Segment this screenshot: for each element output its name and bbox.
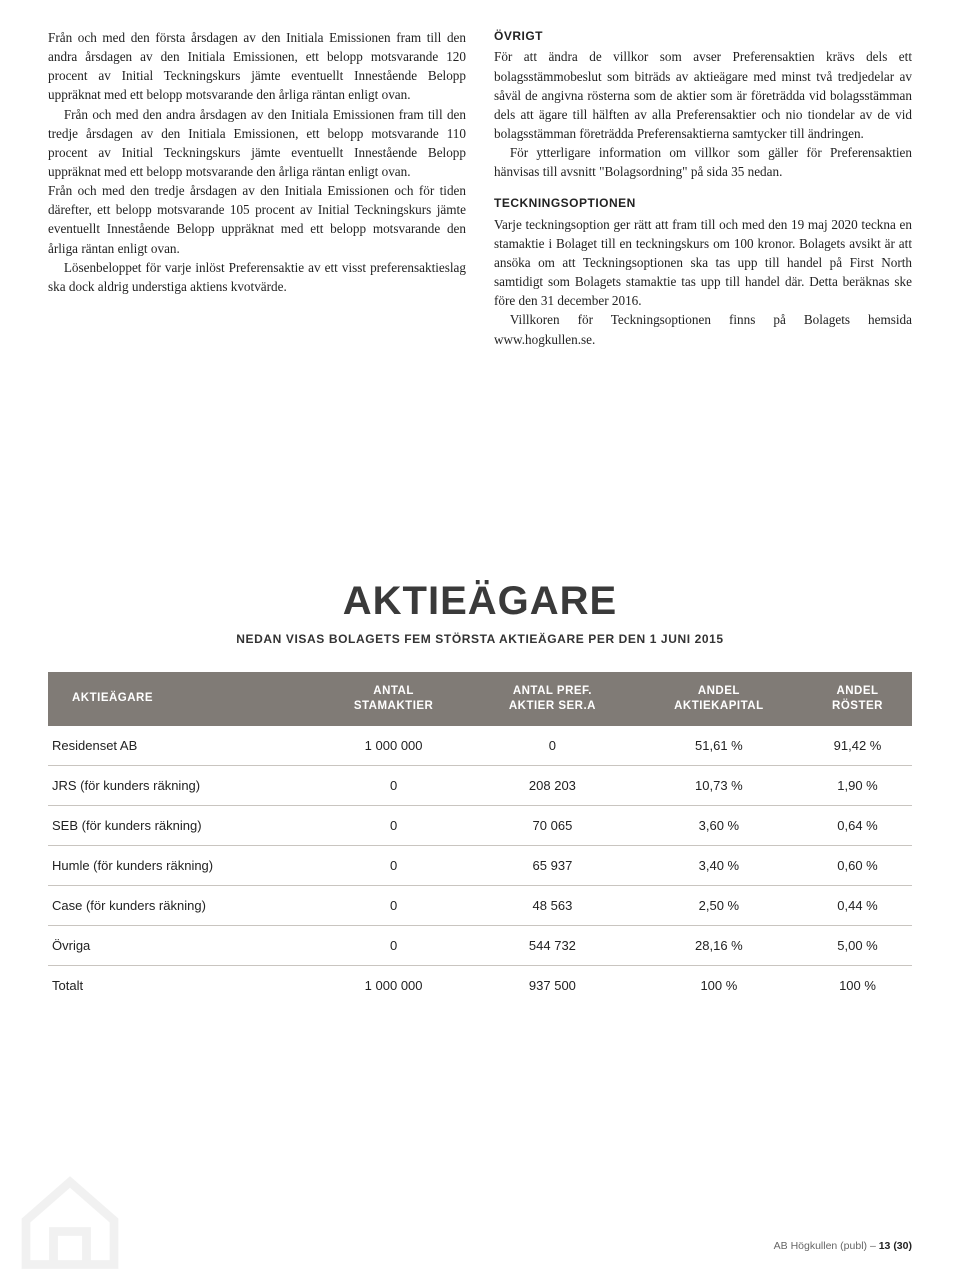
table-cell: SEB (för kunders räkning) — [48, 805, 317, 845]
table-cell: 91,42 % — [803, 726, 912, 766]
header-text: ANTAL PREF. — [513, 685, 592, 697]
table-cell: JRS (för kunders räkning) — [48, 765, 317, 805]
table-cell: 51,61 % — [635, 726, 803, 766]
two-column-body: Från och med den första årsdagen av den … — [48, 28, 912, 349]
col-header-pref: ANTAL PREF. AKTIER SER.A — [470, 672, 635, 726]
table-cell: 0,60 % — [803, 845, 912, 885]
body-paragraph: Varje teckningsoption ger rätt att fram … — [494, 215, 912, 311]
body-paragraph: Från och med den första årsdagen av den … — [48, 28, 466, 105]
house-icon — [0, 1160, 140, 1270]
table-cell: 0 — [317, 765, 470, 805]
section-heading-teckningsoptionen: TECKNINGSOPTIONEN — [494, 195, 912, 212]
page-footer: AB Högkullen (publ) – 13 (30) — [774, 1240, 912, 1252]
col-header-stamaktier: ANTAL STAMAKTIER — [317, 672, 470, 726]
footer-sep: – — [870, 1240, 876, 1252]
table-cell: 1 000 000 — [317, 726, 470, 766]
header-text: AKTIER SER.A — [509, 700, 596, 712]
table-cell: 1,90 % — [803, 765, 912, 805]
table-cell: 0 — [470, 726, 635, 766]
table-cell: 65 937 — [470, 845, 635, 885]
table-cell: Case (för kunders räkning) — [48, 885, 317, 925]
table-row: Totalt1 000 000937 500100 %100 % — [48, 965, 912, 1005]
footer-company: AB Högkullen (publ) — [774, 1240, 867, 1252]
right-column: ÖVRIGT För att ändra de villkor som avse… — [494, 28, 912, 349]
page-title: AKTIEÄGARE — [48, 579, 912, 624]
table-cell: Totalt — [48, 965, 317, 1005]
left-column: Från och med den första årsdagen av den … — [48, 28, 466, 349]
table-cell: 0,44 % — [803, 885, 912, 925]
page-subtitle: NEDAN VISAS BOLAGETS FEM STÖRSTA AKTIEÄG… — [48, 632, 912, 646]
table-row: Humle (för kunders räkning)065 9373,40 %… — [48, 845, 912, 885]
body-paragraph: För att ändra de villkor som avser Prefe… — [494, 47, 912, 143]
table-cell: 70 065 — [470, 805, 635, 845]
table-cell: 937 500 — [470, 965, 635, 1005]
table-cell: 0 — [317, 845, 470, 885]
header-text: STAMAKTIER — [354, 700, 434, 712]
header-text: AKTIEKAPITAL — [674, 700, 763, 712]
table-row: JRS (för kunders räkning)0208 20310,73 %… — [48, 765, 912, 805]
table-cell: 3,40 % — [635, 845, 803, 885]
table-cell: 3,60 % — [635, 805, 803, 845]
body-paragraph: Från och med den tredje årsdagen av den … — [48, 181, 466, 258]
table-cell: 100 % — [635, 965, 803, 1005]
col-header-aktieagare: AKTIEÄGARE — [48, 672, 317, 726]
col-header-aktiekapital: ANDEL AKTIEKAPITAL — [635, 672, 803, 726]
table-cell: 0 — [317, 925, 470, 965]
body-paragraph: För ytterligare information om villkor s… — [494, 143, 912, 181]
table-row: Övriga0544 73228,16 %5,00 % — [48, 925, 912, 965]
table-cell: 0 — [317, 805, 470, 845]
table-cell: 10,73 % — [635, 765, 803, 805]
header-text: AKTIEÄGARE — [72, 692, 153, 704]
table-cell: 208 203 — [470, 765, 635, 805]
header-text: ANTAL — [373, 685, 414, 697]
table-row: SEB (för kunders räkning)070 0653,60 %0,… — [48, 805, 912, 845]
footer-page: 13 (30) — [879, 1240, 912, 1252]
header-text: ANDEL — [698, 685, 740, 697]
table-cell: 2,50 % — [635, 885, 803, 925]
body-paragraph: Från och med den andra årsdagen av den I… — [48, 105, 466, 182]
table-cell: 48 563 — [470, 885, 635, 925]
table-cell: 5,00 % — [803, 925, 912, 965]
table-cell: 0 — [317, 885, 470, 925]
table-cell: 1 000 000 — [317, 965, 470, 1005]
table-cell: 544 732 — [470, 925, 635, 965]
body-paragraph: Lösenbeloppet för varje inlöst Preferens… — [48, 258, 466, 296]
table-cell: 28,16 % — [635, 925, 803, 965]
table-row: Case (för kunders räkning)048 5632,50 %0… — [48, 885, 912, 925]
table-cell: 100 % — [803, 965, 912, 1005]
col-header-roster: ANDEL RÖSTER — [803, 672, 912, 726]
section-heading-ovrigt: ÖVRIGT — [494, 28, 912, 45]
header-text: ANDEL — [836, 685, 878, 697]
header-text: RÖSTER — [832, 700, 883, 712]
shareholders-table: AKTIEÄGARE ANTAL STAMAKTIER ANTAL PREF. AK… — [48, 672, 912, 1005]
table-header-row: AKTIEÄGARE ANTAL STAMAKTIER ANTAL PREF. AK… — [48, 672, 912, 726]
table-cell: Residenset AB — [48, 726, 317, 766]
table-cell: Humle (för kunders räkning) — [48, 845, 317, 885]
table-cell: Övriga — [48, 925, 317, 965]
table-row: Residenset AB1 000 000051,61 %91,42 % — [48, 726, 912, 766]
body-paragraph: Villkoren för Teckningsoptionen finns på… — [494, 310, 912, 348]
table-cell: 0,64 % — [803, 805, 912, 845]
